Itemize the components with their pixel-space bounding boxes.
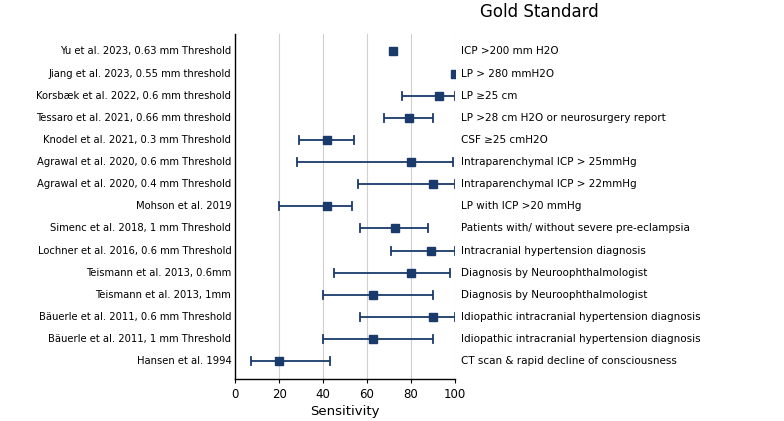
Text: Lochner et al. 2016, 0.6 mm Threshold: Lochner et al. 2016, 0.6 mm Threshold <box>38 245 231 256</box>
Text: Idiopathic intracranial hypertension diagnosis: Idiopathic intracranial hypertension dia… <box>461 312 701 322</box>
Text: CSF ≥25 cmH2O: CSF ≥25 cmH2O <box>461 135 548 145</box>
Text: Intraparenchymal ICP > 22mmHg: Intraparenchymal ICP > 22mmHg <box>461 179 637 189</box>
Text: Diagnosis by Neuroophthalmologist: Diagnosis by Neuroophthalmologist <box>461 268 648 278</box>
Text: CT scan & rapid decline of consciousness: CT scan & rapid decline of consciousness <box>461 356 677 366</box>
Text: Intracranial hypertension diagnosis: Intracranial hypertension diagnosis <box>461 245 646 256</box>
Text: Knodel et al. 2021, 0.3 mm Threshold: Knodel et al. 2021, 0.3 mm Threshold <box>43 135 231 145</box>
Text: Gold Standard: Gold Standard <box>480 3 599 21</box>
Text: Teismann et al. 2013, 0.6mm: Teismann et al. 2013, 0.6mm <box>86 268 231 278</box>
Text: Bäuerle et al. 2011, 1 mm Threshold: Bäuerle et al. 2011, 1 mm Threshold <box>49 334 231 344</box>
Text: LP > 280 mmH2O: LP > 280 mmH2O <box>461 69 554 78</box>
Text: Tessaro et al. 2021, 0.66 mm threshold: Tessaro et al. 2021, 0.66 mm threshold <box>36 113 231 123</box>
Text: LP with ICP >20 mmHg: LP with ICP >20 mmHg <box>461 201 582 211</box>
X-axis label: Sensitivity: Sensitivity <box>310 405 379 418</box>
Text: Mohson et al. 2019: Mohson et al. 2019 <box>136 201 231 211</box>
Text: ICP >200 mm H2O: ICP >200 mm H2O <box>461 46 559 56</box>
Text: Teismann et al. 2013, 1mm: Teismann et al. 2013, 1mm <box>96 290 231 300</box>
Text: Idiopathic intracranial hypertension diagnosis: Idiopathic intracranial hypertension dia… <box>461 334 701 344</box>
Text: Korsbæk et al. 2022, 0.6 mm threshold: Korsbæk et al. 2022, 0.6 mm threshold <box>36 91 231 101</box>
Text: Agrawal et al. 2020, 0.6 mm Threshold: Agrawal et al. 2020, 0.6 mm Threshold <box>37 157 231 167</box>
Text: Patients with/ without severe pre-eclampsia: Patients with/ without severe pre-eclamp… <box>461 224 690 233</box>
Text: LP ≥25 cm: LP ≥25 cm <box>461 91 517 101</box>
Text: Yu et al. 2023, 0.63 mm Threshold: Yu et al. 2023, 0.63 mm Threshold <box>60 46 231 56</box>
Text: Simenc et al. 2018, 1 mm Threshold: Simenc et al. 2018, 1 mm Threshold <box>50 224 231 233</box>
Text: Jiang et al. 2023, 0.55 mm threshold: Jiang et al. 2023, 0.55 mm threshold <box>49 69 231 78</box>
Text: Intraparenchymal ICP > 25mmHg: Intraparenchymal ICP > 25mmHg <box>461 157 637 167</box>
Text: LP >28 cm H2O or neurosurgery report: LP >28 cm H2O or neurosurgery report <box>461 113 666 123</box>
Text: Diagnosis by Neuroophthalmologist: Diagnosis by Neuroophthalmologist <box>461 290 648 300</box>
Text: Agrawal et al. 2020, 0.4 mm Threshold: Agrawal et al. 2020, 0.4 mm Threshold <box>37 179 231 189</box>
Text: Hansen et al. 1994: Hansen et al. 1994 <box>136 356 231 366</box>
Text: Bäuerle et al. 2011, 0.6 mm Threshold: Bäuerle et al. 2011, 0.6 mm Threshold <box>38 312 231 322</box>
